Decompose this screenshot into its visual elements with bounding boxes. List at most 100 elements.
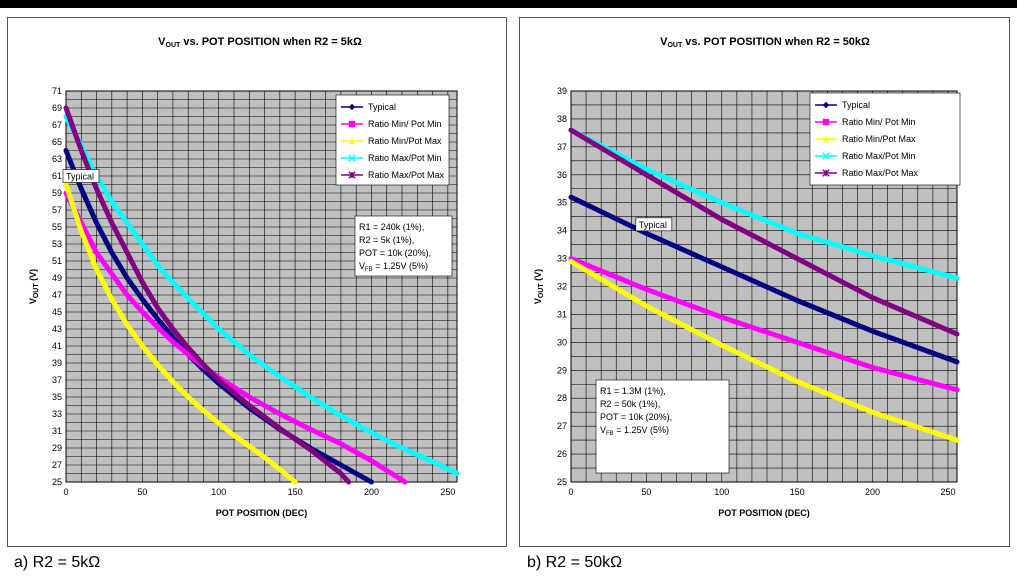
legend-item: Ratio Max/Pot Max: [842, 168, 919, 178]
parameter-box: [595, 379, 730, 474]
x-tick-label: 150: [790, 487, 805, 497]
y-tick-label: 25: [557, 477, 567, 487]
plot-border: [570, 90, 958, 483]
y-tick-label: 45: [52, 307, 62, 317]
x-axis-label: POT POSITION (DEC): [216, 508, 308, 518]
y-tick-label: 37: [557, 142, 567, 152]
y-tick-label: 25: [52, 477, 62, 487]
typical-annotation-box: [62, 169, 100, 183]
parameter-box: [354, 215, 453, 277]
x-tick-label: 0: [568, 487, 573, 497]
legend-marker: [822, 101, 830, 109]
y-tick-label: 29: [557, 365, 567, 375]
legend-marker: [822, 135, 830, 143]
y-tick-label: 30: [557, 337, 567, 347]
series-line: [63, 105, 352, 485]
typical-annotation-box: [635, 217, 673, 232]
x-tick-label: 100: [211, 487, 226, 497]
y-tick-label: 31: [52, 426, 62, 436]
x-tick-label: 100: [714, 487, 729, 497]
y-tick-label: 55: [52, 222, 62, 232]
legend: [335, 94, 450, 186]
x-tick-label: 0: [63, 487, 68, 497]
legend-marker: [348, 103, 356, 111]
x-tick-label: 250: [940, 487, 955, 497]
legend-item: Ratio Min/Pot Max: [368, 136, 442, 146]
y-tick-label: 39: [557, 86, 567, 96]
y-tick-label: 35: [52, 392, 62, 402]
y-tick-label: 26: [557, 449, 567, 459]
y-tick-label: 27: [557, 421, 567, 431]
legend-item: Typical: [842, 100, 870, 110]
legend-marker: [822, 169, 830, 177]
x-tick-label: 200: [364, 487, 379, 497]
y-tick-label: 49: [52, 273, 62, 283]
y-tick-label: 37: [52, 375, 62, 385]
y-tick-label: 38: [557, 114, 567, 124]
legend-item: Ratio Min/Pot Max: [842, 134, 916, 144]
top-bar: [0, 0, 1017, 8]
legend-item: Ratio Min/ Pot Min: [368, 119, 442, 129]
legend-marker: [348, 171, 356, 179]
legend-marker: [822, 152, 830, 160]
y-tick-label: 41: [52, 341, 62, 351]
chart-title: VOUT vs. POT POSITION when R2 = 5kΩ: [158, 36, 362, 49]
y-tick-label: 28: [557, 393, 567, 403]
vout-chart-r2-50k: VOUT vs. POT POSITION when R2 = 50kΩ 25 26…: [533, 36, 961, 518]
y-tick-label: 34: [557, 226, 567, 236]
legend-item: Ratio Max/Pot Max: [368, 170, 445, 180]
y-tick-label: 47: [52, 290, 62, 300]
y-tick-label: 51: [52, 256, 62, 266]
x-tick-label: 50: [137, 487, 147, 497]
series-line: [568, 258, 960, 443]
y-tick-label: 69: [52, 103, 62, 113]
x-tick-label: 250: [440, 487, 455, 497]
typical-annotation: Typical: [66, 172, 94, 182]
y-tick-label: 33: [557, 254, 567, 264]
chart-panel-b: VOUT vs. POT POSITION when R2 = 50kΩ 25 26…: [519, 17, 1010, 547]
legend-marker: [822, 118, 830, 126]
y-tick-label: 33: [52, 409, 62, 419]
y-tick-label: 65: [52, 137, 62, 147]
y-tick-label: 35: [557, 198, 567, 208]
y-tick-label: 31: [557, 309, 567, 319]
parameter-line: R1 = 1.3M (1%),: [600, 386, 666, 396]
y-axis-label: VOUT (V): [28, 269, 40, 304]
y-tick-label: 43: [52, 324, 62, 334]
chart-title: VOUT vs. POT POSITION when R2 = 50kΩ: [660, 36, 870, 49]
y-tick-label: 63: [52, 154, 62, 164]
y-tick-label: 36: [557, 170, 567, 180]
parameter-line: R2 = 5k (1%),: [359, 235, 414, 245]
y-tick-label: 71: [52, 86, 62, 96]
legend-item: Typical: [368, 102, 396, 112]
x-tick-label: 50: [641, 487, 651, 497]
parameter-line: VFB = 1.25V (5%): [600, 425, 669, 437]
x-tick-label: 200: [865, 487, 880, 497]
gridlines: [66, 91, 457, 482]
y-tick-label: 32: [557, 282, 567, 292]
y-tick-label: 67: [52, 120, 62, 130]
x-axis-label: POT POSITION (DEC): [718, 508, 810, 518]
y-tick-label: 39: [52, 358, 62, 368]
series-line: [568, 127, 960, 337]
parameter-line: POT = 10k (20%),: [359, 248, 431, 258]
legend-marker: [348, 154, 356, 162]
x-tick-label: 150: [288, 487, 303, 497]
typical-annotation: Typical: [639, 220, 667, 230]
y-tick-label: 61: [52, 171, 62, 181]
caption-a: a) R2 = 5kΩ: [14, 554, 101, 571]
y-axis-label: VOUT (V): [533, 269, 545, 304]
parameter-line: R1 = 240k (1%),: [359, 222, 424, 232]
parameter-line: VFB = 1.25V (5%): [359, 261, 428, 273]
chart-panel-a: VOUT vs. POT POSITION when R2 = 5kΩ 25 27 2…: [7, 17, 507, 547]
parameter-line: R2 = 50k (1%),: [600, 399, 660, 409]
parameter-line: POT = 10k (20%),: [600, 412, 672, 422]
y-tick-label: 59: [52, 188, 62, 198]
y-tick-label: 57: [52, 205, 62, 215]
y-tick-label: 27: [52, 460, 62, 470]
series-line: [568, 127, 960, 281]
legend-marker: [348, 120, 356, 128]
vout-chart-r2-5k: VOUT vs. POT POSITION when R2 = 5kΩ 25 27 2…: [28, 36, 460, 518]
series-line: [568, 194, 960, 365]
series-line: [63, 182, 298, 485]
